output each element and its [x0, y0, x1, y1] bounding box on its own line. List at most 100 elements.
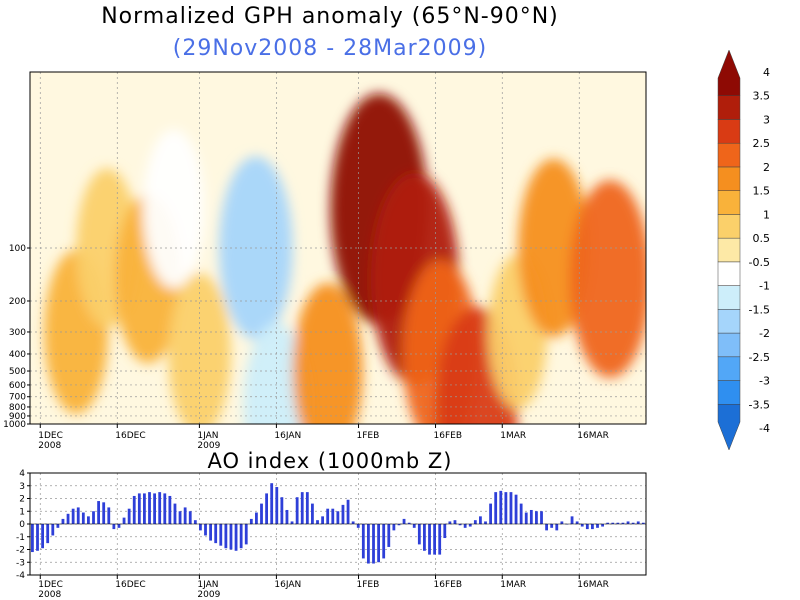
page-subtitle: (29Nov2008 - 28Mar2009)	[172, 36, 488, 61]
colorbar-label-2: -3	[759, 375, 770, 388]
ao-bar	[591, 524, 594, 530]
ao-xtick-7: 16MAR	[577, 580, 609, 590]
ao-bar	[311, 503, 314, 524]
ao-bar	[122, 517, 126, 524]
ao-bar	[361, 524, 365, 559]
ao-bar	[596, 524, 599, 528]
ao-bar	[249, 518, 253, 524]
ao-bar	[127, 508, 131, 524]
ao-bar	[280, 497, 284, 524]
ao-bar	[331, 508, 335, 524]
ao-bar	[219, 524, 223, 546]
ao-xtick-1: 16DEC	[115, 580, 145, 590]
ao-bar	[443, 524, 447, 539]
ao-bar	[417, 524, 421, 545]
colorbar-segment-2	[717, 356, 741, 381]
ao-bar	[504, 492, 508, 524]
colorbar-segment-7	[717, 237, 741, 263]
ao-bar	[97, 501, 100, 524]
ao-bar	[402, 518, 406, 524]
heatmap-ytick-3: 400	[9, 350, 26, 360]
ao-bar	[316, 520, 319, 524]
ao-bar	[132, 495, 136, 524]
ao-bar	[56, 524, 60, 528]
colorbar-segment-bottom	[717, 404, 741, 451]
heatmap-ytick-0: 100	[9, 244, 26, 254]
colorbar-label-7: -0.5	[749, 256, 770, 269]
heatmap-xtick-4: 1FEB	[357, 431, 380, 441]
ao-bar	[372, 524, 375, 564]
ao-bar	[204, 524, 207, 536]
heatmap-region-14	[569, 180, 646, 378]
ao-bar	[499, 490, 503, 524]
heatmap-xtick-7: 16MAR	[577, 431, 609, 441]
colorbar-label-11: 2	[763, 161, 770, 174]
colorbar-segment-3	[717, 332, 741, 358]
ao-bar	[270, 483, 274, 524]
ao-bar	[463, 524, 467, 528]
ao-ytick-6: 2	[19, 495, 25, 505]
heatmap-xtick-6: 1MAR	[500, 431, 526, 441]
ao-bar	[234, 524, 238, 551]
ao-bar	[255, 512, 258, 524]
colorbar-segment-8	[717, 214, 741, 239]
ao-bar	[407, 522, 411, 524]
ao-bar	[392, 524, 396, 531]
ao-bar	[51, 524, 55, 536]
ao-bar	[300, 492, 304, 524]
ao-bar	[92, 511, 95, 524]
colorbar-label-13: 3	[763, 113, 770, 126]
ao-bar	[453, 520, 457, 524]
heatmap-ytick-2: 300	[9, 328, 26, 338]
ao-bar	[193, 520, 197, 524]
heatmap-ytick-9: 1000	[3, 420, 26, 430]
ao-bar	[397, 524, 401, 526]
ao-bar	[641, 522, 645, 524]
ao-bar	[341, 504, 345, 524]
ao-bar	[188, 511, 192, 524]
ao-ytick-0: -4	[16, 571, 25, 581]
heatmap-xtick-0: 1DEC	[38, 431, 63, 441]
colorbar-label-4: -2	[759, 327, 770, 340]
colorbar-label-3: -2.5	[749, 351, 770, 364]
ao-bar	[494, 492, 498, 524]
ao-bar	[76, 507, 80, 524]
ao-bar	[585, 524, 589, 530]
ao-bars	[31, 483, 645, 564]
ao-bar	[199, 524, 202, 531]
ao-bar	[148, 492, 151, 524]
ao-bar	[621, 522, 625, 524]
ao-xtick-3: 16JAN	[274, 580, 301, 590]
ao-bar	[529, 509, 533, 524]
ao-bar	[71, 508, 75, 524]
ao-bar	[458, 524, 462, 526]
ao-bar	[448, 521, 452, 524]
ao-bar	[412, 524, 416, 528]
ao-xtick-5: 16FEB	[434, 580, 463, 590]
heatmap-xtick-sub-2: 2009	[197, 441, 220, 451]
ao-bar	[112, 524, 116, 530]
ao-ytick-3: -1	[16, 533, 25, 543]
ao-bar	[428, 524, 431, 555]
ao-bar	[601, 524, 604, 527]
ao-xtick-0: 1DEC	[38, 580, 63, 590]
ao-bar	[473, 520, 477, 524]
colorbar-label-10: 1.5	[753, 185, 771, 198]
ao-bar	[560, 521, 564, 524]
ao-bar	[81, 512, 85, 524]
ao-bar	[244, 524, 248, 545]
ao-bar	[31, 524, 34, 553]
ao-bar	[555, 524, 559, 531]
ao-bar	[168, 495, 172, 524]
ao-bar	[631, 522, 635, 524]
colorbar-segment-10	[717, 166, 741, 191]
ao-bar	[163, 493, 167, 524]
heatmap-ytick-8: 900	[9, 412, 26, 422]
ao-bar	[321, 516, 324, 524]
colorbar-label-8: 0.5	[753, 232, 771, 245]
ao-bar	[239, 524, 243, 549]
ao-bar	[545, 524, 548, 531]
ao-bar	[524, 512, 528, 524]
